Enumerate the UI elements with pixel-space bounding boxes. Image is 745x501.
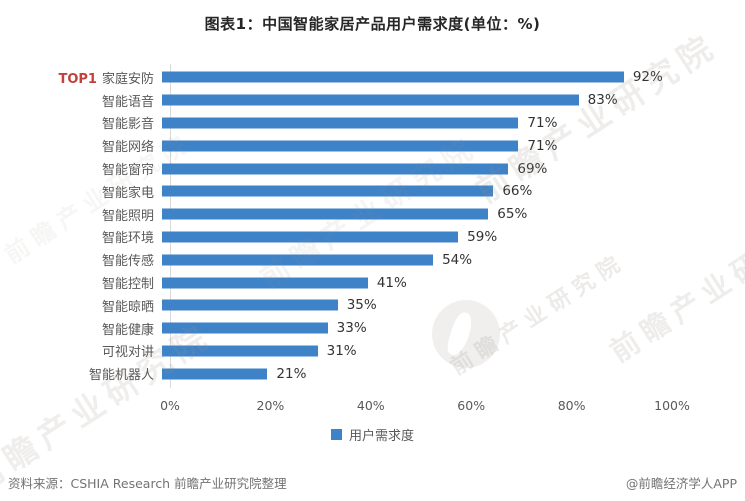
bar-row: 智能晾晒 35% [0, 294, 664, 317]
bar [162, 231, 459, 243]
bar [162, 277, 368, 289]
bar-rows: TOP1 家庭安防 92% 智能语音 83% 智能影音 71% 智能网络 71% 智能窗帘 69% 智… [0, 66, 664, 385]
x-axis-tick: 20% [256, 398, 285, 413]
value-label: 21% [276, 365, 307, 382]
category-label: 智能语音 [101, 94, 154, 110]
y-axis-line [170, 64, 171, 388]
bar-row: TOP1 家庭安防 92% [0, 66, 664, 89]
bar [162, 71, 624, 83]
bar-track: 71% [162, 112, 664, 135]
bar [162, 322, 328, 334]
value-label: 41% [376, 274, 407, 291]
bar-track: 92% [162, 66, 664, 89]
x-axis-tick: 100% [654, 398, 690, 413]
bar [162, 185, 494, 197]
category-label: 智能网络 [101, 140, 154, 156]
value-label: 54% [442, 251, 473, 268]
value-label: 71% [527, 114, 558, 131]
chart-title: 图表1：中国智能家居产品用户需求度(单位：%) [204, 15, 541, 33]
bar-track: 41% [162, 271, 664, 294]
value-label: 83% [587, 92, 618, 109]
value-label: 66% [502, 183, 533, 200]
x-axis: 0% 20% 40% 60% 80% 100% [160, 398, 690, 414]
bar-track: 35% [162, 294, 664, 317]
bar-row: 智能环境 59% [0, 226, 664, 249]
x-axis-tick: 40% [356, 398, 385, 413]
bar [162, 94, 579, 106]
bar-track: 65% [162, 203, 664, 226]
bar-plot: TOP1 家庭安防 92% 智能语音 83% 智能影音 71% 智能网络 71% 智能窗帘 69% 智… [0, 66, 664, 385]
bar-row: 智能机器人 21% [0, 362, 664, 385]
x-axis-tick: 0% [160, 398, 180, 413]
legend-label: 用户需求度 [348, 429, 414, 444]
bar-row: 智能传感 54% [0, 248, 664, 271]
bar-row: 智能控制 41% [0, 271, 664, 294]
app-credit: @前瞻经济学人APP [625, 476, 737, 491]
category-label: TOP1 家庭安防 [58, 71, 154, 87]
bar-track: 69% [162, 157, 664, 180]
bar [162, 163, 509, 175]
bar-track: 31% [162, 340, 664, 363]
value-label: 35% [346, 297, 377, 314]
bar-row: 智能家电 66% [0, 180, 664, 203]
category-label: 智能影音 [101, 117, 154, 133]
bar [162, 299, 338, 311]
top-rank-badge: TOP1 [58, 71, 97, 87]
legend-swatch [330, 429, 342, 440]
value-label: 71% [527, 137, 558, 154]
bar-row: 智能照明 65% [0, 203, 664, 226]
bar-row: 智能健康 33% [0, 317, 664, 340]
category-label: 可视对讲 [101, 345, 154, 361]
value-label: 92% [632, 69, 663, 86]
bar [162, 345, 318, 357]
bar [162, 208, 489, 220]
bar [162, 368, 268, 380]
value-label: 33% [336, 320, 367, 337]
category-label: 智能健康 [101, 322, 154, 338]
bar-track: 66% [162, 180, 664, 203]
x-axis-tick: 80% [557, 398, 586, 413]
category-label: 智能照明 [101, 208, 154, 224]
bar-row: 智能影音 71% [0, 112, 664, 135]
x-axis-tick: 60% [457, 398, 486, 413]
value-label: 31% [326, 342, 357, 359]
bar-track: 33% [162, 317, 664, 340]
bar [162, 117, 519, 129]
bar-track: 59% [162, 226, 664, 249]
category-label: 智能窗帘 [101, 163, 154, 179]
bar [162, 140, 519, 152]
category-label: 智能家电 [101, 185, 154, 201]
bar-track: 21% [162, 362, 664, 385]
bar-row: 可视对讲 31% [0, 340, 664, 363]
bar-track: 54% [162, 248, 664, 271]
bar-row: 智能语音 83% [0, 89, 664, 112]
bar-row: 智能网络 71% [0, 134, 664, 157]
category-label: 智能控制 [101, 277, 154, 293]
category-label: 智能机器人 [88, 368, 154, 384]
value-label: 69% [517, 160, 548, 177]
category-label: 智能传感 [101, 254, 154, 270]
bar-track: 71% [162, 134, 664, 157]
value-label: 65% [497, 206, 528, 223]
legend: 用户需求度 [0, 425, 745, 444]
bar-row: 智能窗帘 69% [0, 157, 664, 180]
category-label: 智能环境 [101, 231, 154, 247]
source-note: 资料来源：CSHIA Research 前瞻产业研究院整理 [8, 476, 287, 491]
bar-track: 83% [162, 89, 664, 112]
value-label: 59% [467, 228, 498, 245]
category-label: 智能晾晒 [101, 299, 154, 315]
bar [162, 254, 434, 266]
